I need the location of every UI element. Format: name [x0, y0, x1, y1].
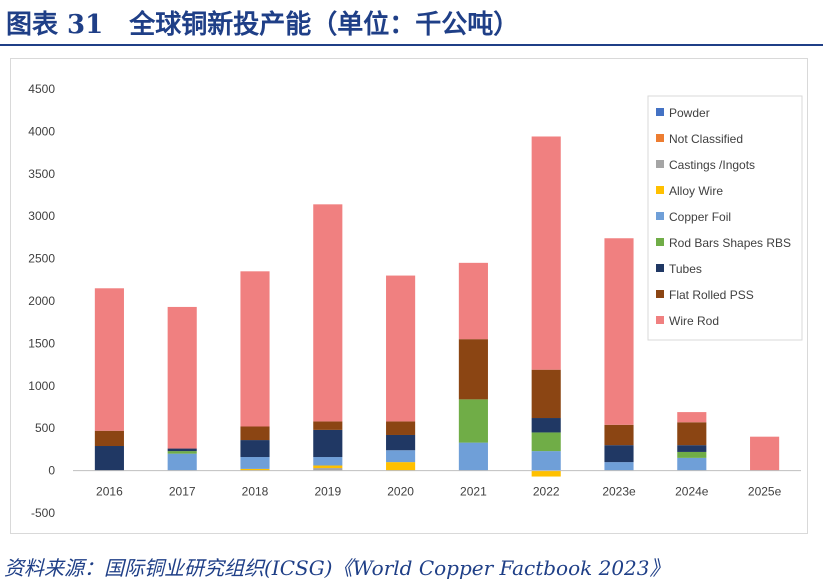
bar-segment-wire-rod-2023e: [604, 238, 634, 425]
x-tick-label: 2019: [314, 485, 341, 499]
bar-segment-tubes-2020: [386, 434, 416, 451]
bar-segment-tubes-2022: [531, 418, 561, 433]
bar-segment-wire-rod-2021: [458, 262, 488, 340]
bar-segment-flat-rolled-pss-2019: [313, 421, 343, 430]
legend-swatch: [656, 160, 664, 168]
bar-segment-copper-foil-2019: [313, 457, 343, 466]
legend-swatch: [656, 108, 664, 116]
y-tick-label: 2500: [28, 252, 55, 266]
bar-segment-tubes-2023e: [604, 445, 634, 463]
bar-segment-alloy-wire-2020: [386, 462, 416, 471]
y-tick-label: 4000: [28, 124, 55, 138]
bar-segment-flat-rolled-pss-2022: [531, 369, 561, 419]
bar-segment-tubes-2024e: [677, 445, 707, 452]
bar-segment-copper-foil-2018: [240, 457, 270, 469]
bar-segment-tubes-2019: [313, 429, 343, 458]
bar-segment-copper-foil-2023e: [604, 462, 634, 471]
bar-stacks: [94, 136, 780, 477]
legend-label: Wire Rod: [669, 314, 719, 328]
title-rule: [0, 44, 823, 46]
bar-segment-rod-bars-shapes-rbs-2021: [458, 399, 488, 443]
x-tick-label: 2021: [460, 485, 487, 499]
y-tick-label: 500: [35, 421, 55, 435]
bar-segment-flat-rolled-pss-2016: [94, 430, 124, 447]
bar-segment-alloy-wire-2019: [313, 465, 343, 469]
y-tick-label: 0: [48, 464, 55, 478]
bar-segment-alloy-wire-2018: [240, 468, 270, 471]
bar-segment-tubes-2018: [240, 440, 270, 458]
legend-label: Rod Bars Shapes RBS: [669, 236, 791, 250]
legend-label: Alloy Wire: [669, 184, 723, 198]
y-tick-label: 3500: [28, 167, 55, 181]
bar-segment-rod-bars-shapes-rbs-2022: [531, 432, 561, 452]
bar-segment-wire-rod-2017: [167, 306, 197, 449]
figure-source: 资料来源：国际铜业研究组织(ICSG)《World Copper Factboo…: [4, 556, 670, 580]
figure-title: 图表 31 全球铜新投产能（单位：千公吨）: [6, 10, 520, 40]
bar-segment-wire-rod-2025e: [750, 436, 780, 471]
bar-segment-flat-rolled-pss-2024e: [677, 422, 707, 446]
legend-swatch: [656, 264, 664, 272]
bar-segment-castings-ingots-2019: [313, 468, 343, 471]
legend: Powder Not Classified Castings /Ingots Allo…: [647, 95, 803, 341]
y-tick-label: 1000: [28, 379, 55, 393]
x-tick-label: 2020: [387, 485, 414, 499]
legend-label: Powder: [669, 106, 710, 120]
chart-frame: -500 0 500 1000 1500 2000 2500 3000 3500 4000 4500…: [10, 58, 808, 534]
legend-label: Tubes: [669, 262, 702, 276]
y-tick-label: 2000: [28, 294, 55, 308]
x-tick-label: 2025e: [748, 485, 782, 499]
x-axis-labels: 2016 2017 2018 2019 2020 2021 2022 2023e 2024e 20…: [96, 485, 782, 499]
y-axis: -500 0 500 1000 1500 2000 2500 3000 3500 4000 4500: [28, 82, 55, 520]
bar-segment-flat-rolled-pss-2020: [386, 421, 416, 435]
bar-segment-tubes-2017: [167, 448, 197, 452]
y-tick-label: 1500: [28, 336, 55, 350]
y-tick-label: 4500: [28, 82, 55, 96]
bar-segment-wire-rod-2018: [240, 271, 270, 427]
legend-swatch: [656, 316, 664, 324]
legend-label: Castings /Ingots: [669, 158, 755, 172]
x-tick-label: 2018: [242, 485, 269, 499]
bar-segment-tubes-2016: [94, 446, 124, 471]
legend-box: [647, 95, 803, 341]
legend-swatch: [656, 290, 664, 298]
y-tick-label: 3000: [28, 209, 55, 223]
bar-segment-copper-foil-2024e: [677, 457, 707, 471]
legend-label: Copper Foil: [669, 210, 731, 224]
bar-segment-flat-rolled-pss-2018: [240, 426, 270, 441]
legend-swatch: [656, 238, 664, 246]
legend-swatch: [656, 186, 664, 194]
bar-segment-rod-bars-shapes-rbs-2024e: [677, 451, 707, 458]
bar-segment-wire-rod-2020: [386, 275, 416, 422]
bar-segment-copper-foil-2017: [167, 453, 197, 471]
legend-swatch: [656, 134, 664, 142]
bar-segment-flat-rolled-pss-2023e: [604, 424, 634, 446]
x-tick-label: 2022: [533, 485, 560, 499]
figure-header: 图表 31 全球铜新投产能（单位：千公吨）: [0, 0, 823, 46]
legend-label: Flat Rolled PSS: [669, 288, 754, 302]
bar-segment-copper-foil-2021: [458, 442, 488, 471]
x-tick-label: 2017: [169, 485, 196, 499]
bar-segment-copper-foil-2020: [386, 450, 416, 463]
bar-segment-wire-rod-2019: [313, 204, 343, 422]
x-tick-label: 2016: [96, 485, 123, 499]
bar-segment-wire-rod-2024e: [677, 412, 707, 423]
x-tick-label: 2024e: [675, 485, 709, 499]
bar-segment-wire-rod-2022: [531, 136, 561, 370]
bar-segment-wire-rod-2016: [94, 288, 124, 431]
bar-segment-flat-rolled-pss-2021: [458, 339, 488, 400]
bar-segment-copper-foil-2022: [531, 451, 561, 471]
legend-label: Not Classified: [669, 132, 743, 146]
bar-segment-rod-bars-shapes-rbs-2017: [167, 451, 197, 454]
y-tick-label: -500: [31, 506, 55, 520]
bar-segment-alloy-wire-2022: [531, 470, 561, 477]
stacked-bar-chart: -500 0 500 1000 1500 2000 2500 3000 3500 4000 4500…: [28, 82, 803, 520]
x-tick-label: 2023e: [602, 485, 636, 499]
legend-swatch: [656, 212, 664, 220]
